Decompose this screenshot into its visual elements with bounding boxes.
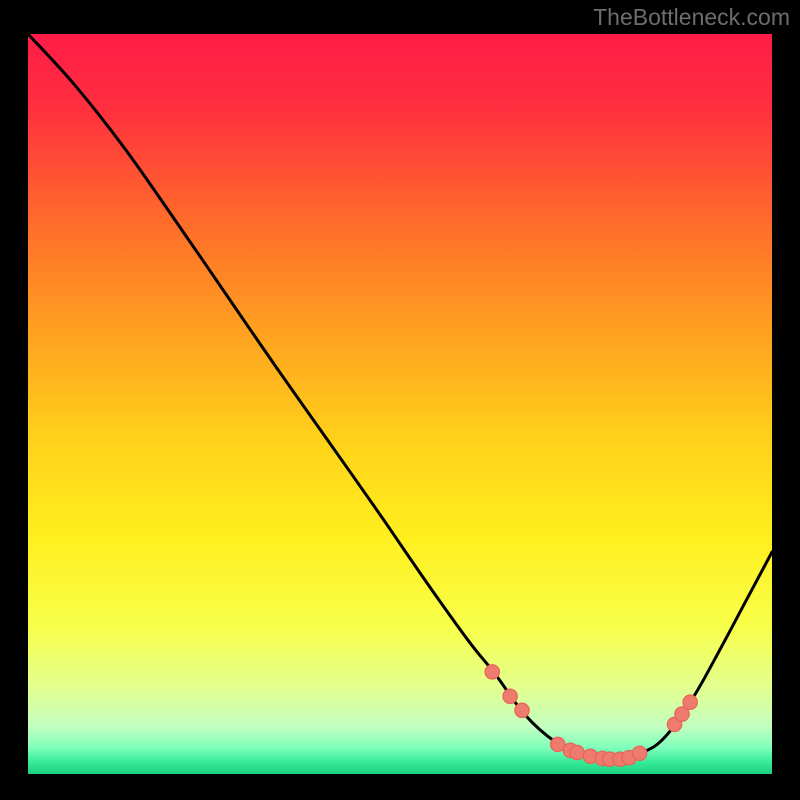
- curve-marker: [515, 703, 529, 717]
- chart-canvas: [0, 0, 800, 800]
- curve-marker: [570, 745, 584, 759]
- curve-marker: [485, 665, 499, 679]
- gradient-panel: [28, 34, 772, 774]
- chart-root: TheBottleneck.com: [0, 0, 800, 800]
- curve-marker: [632, 746, 646, 760]
- curve-marker: [683, 695, 697, 709]
- watermark-text: TheBottleneck.com: [593, 4, 790, 31]
- curve-marker: [503, 689, 517, 703]
